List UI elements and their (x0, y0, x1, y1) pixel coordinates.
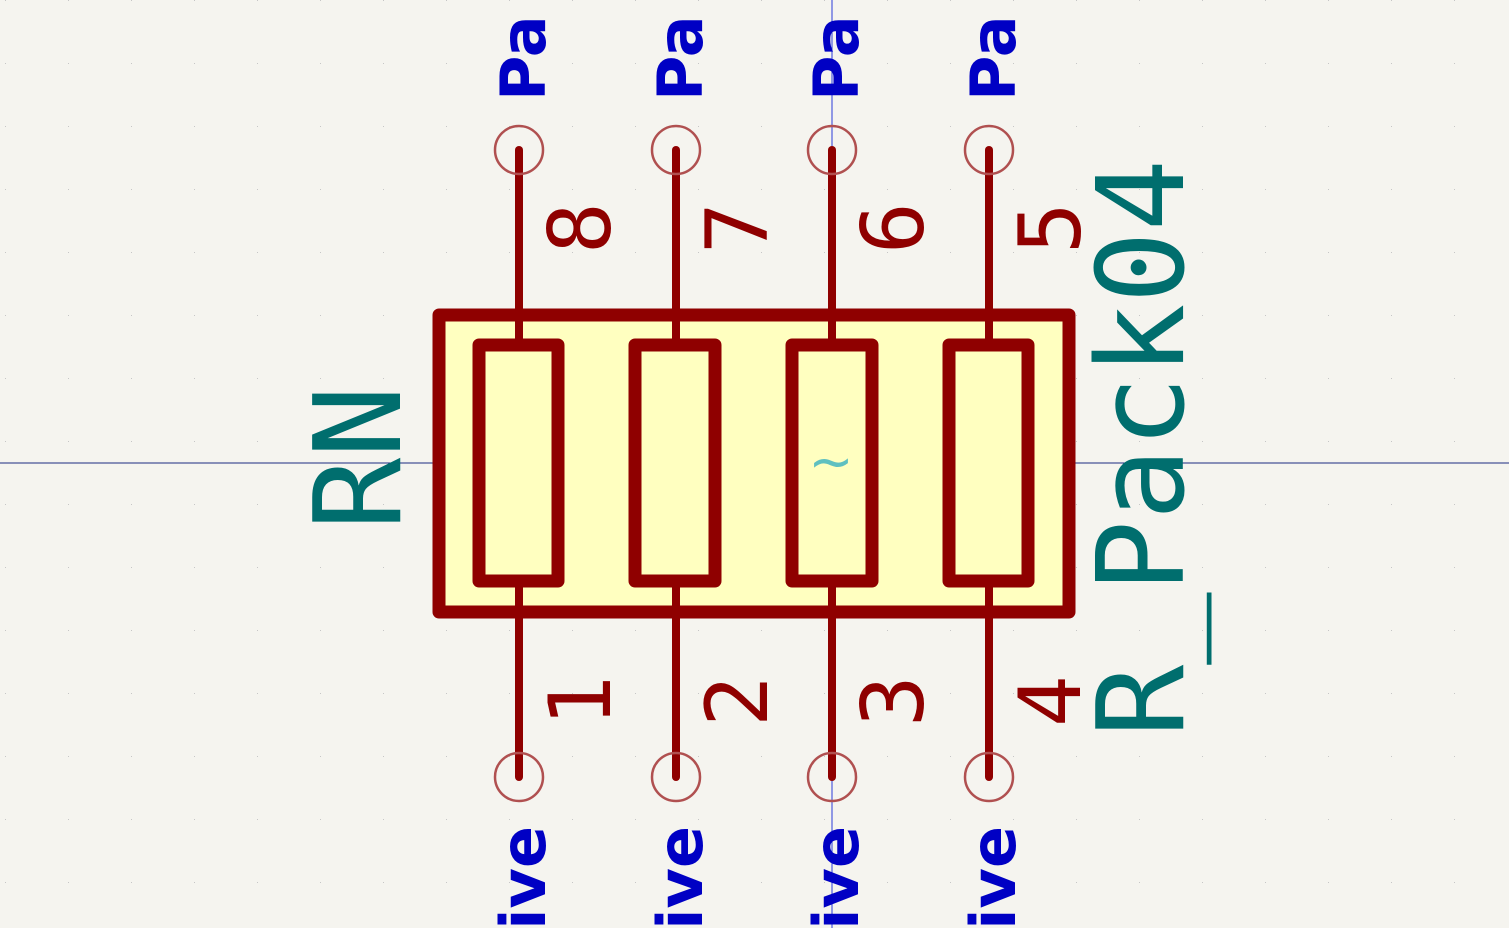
pin-number-1: 1 (531, 675, 631, 727)
pin-type-label-7: Pa (644, 15, 717, 101)
pin-1-connection-point[interactable] (493, 751, 545, 803)
pin-7-connection-point[interactable] (650, 124, 702, 176)
pin-number-5: 5 (1001, 202, 1101, 254)
anchor-origin-marker: ~ (808, 430, 853, 493)
pin-type-label-6: Pa (800, 15, 873, 101)
resistor-element-1 (472, 338, 565, 588)
pin-number-2: 2 (688, 675, 788, 727)
pin-3-connection-point[interactable] (806, 751, 858, 803)
pin-type-label-3: ive (800, 826, 873, 928)
pin-number-4: 4 (1001, 675, 1101, 727)
pin-2-connection-point[interactable] (650, 751, 702, 803)
resistor-pack-symbol[interactable]: 8 7 6 5 1 2 3 4 Pa Pa Pa Pa ive ive ive … (432, 15, 1101, 928)
resistor-element-4 (942, 338, 1035, 588)
value-field[interactable]: R_Pack04 (1073, 159, 1212, 737)
pin-type-label-8: Pa (487, 15, 560, 101)
pin-type-label-5: Pa (957, 15, 1030, 101)
resistor-element-3 (785, 338, 879, 588)
pin-5-connection-point[interactable] (963, 124, 1015, 176)
pin-number-8: 8 (531, 202, 631, 254)
pin-4-connection-point[interactable] (963, 751, 1015, 803)
pin-type-label-2: ive (644, 826, 717, 928)
pin-number-7: 7 (688, 202, 788, 254)
pin-number-3: 3 (844, 675, 944, 727)
pin-number-6: 6 (844, 202, 944, 254)
pin-8-connection-point[interactable] (493, 124, 545, 176)
pin-type-label-1: ive (487, 826, 560, 928)
pin-6-connection-point[interactable] (806, 124, 858, 176)
reference-designator[interactable]: RN (290, 386, 429, 531)
pin-lines (515, 146, 993, 781)
pin-type-label-4: ive (957, 826, 1030, 928)
resistor-element-2 (628, 338, 722, 588)
